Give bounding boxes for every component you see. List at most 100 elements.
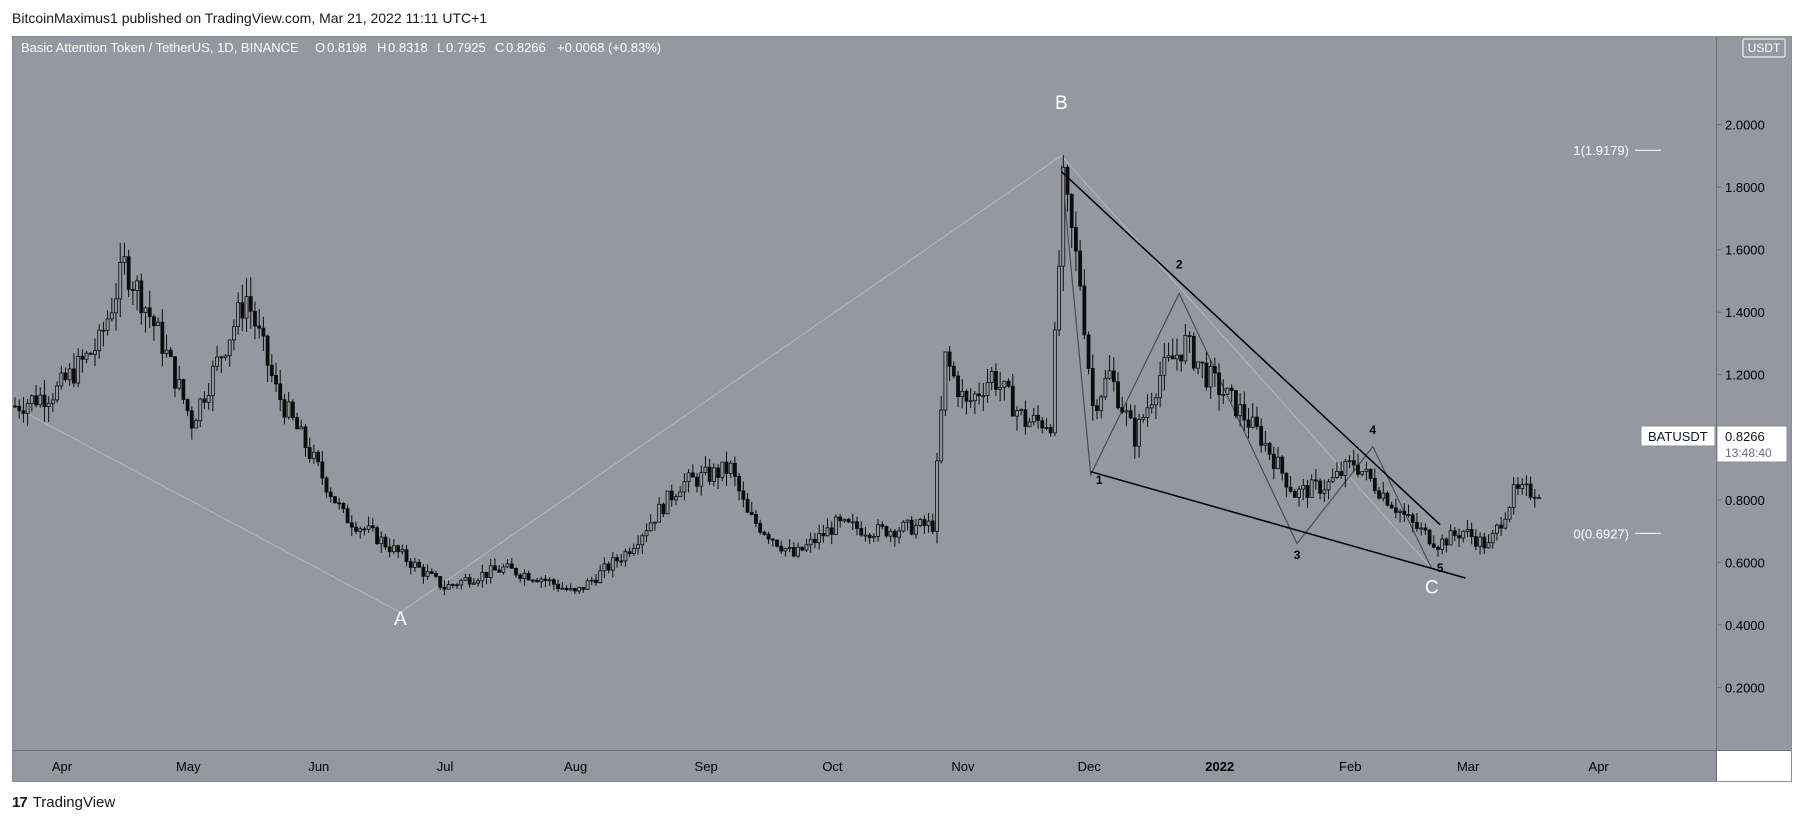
- candle-body: [1478, 536, 1482, 547]
- x-tick-label: Oct: [822, 759, 843, 774]
- candle-body: [442, 586, 447, 590]
- wave-label: 1: [1096, 473, 1103, 487]
- candlestick-chart[interactable]: A B C 1 2 3 4 5 1(1.9179) 0(0.6927) Apr May Jun Jul…: [13, 37, 1791, 781]
- candle-body: [1516, 484, 1520, 489]
- candle-body: [1132, 417, 1137, 447]
- chart-frame[interactable]: A B C 1 2 3 4 5 1(1.9179) 0(0.6927) Apr May Jun Jul…: [12, 36, 1792, 782]
- candle-body: [210, 365, 215, 396]
- candle-body: [278, 383, 283, 401]
- y-tick-label: 1.4000: [1725, 305, 1765, 320]
- candle-body: [333, 496, 337, 504]
- candle-body: [1318, 480, 1322, 494]
- candle-body: [455, 584, 459, 587]
- candle-body: [67, 368, 72, 381]
- candle-body: [892, 530, 897, 538]
- candle-body: [1225, 387, 1230, 395]
- candle-body: [598, 570, 603, 584]
- candle-body: [387, 546, 392, 553]
- candle-body: [1305, 485, 1310, 498]
- candle-body: [535, 579, 539, 583]
- candle-body: [631, 548, 636, 555]
- candle-body: [274, 375, 278, 385]
- candle-body: [577, 586, 582, 592]
- legend-low-value: 0.7925: [446, 40, 486, 55]
- legend-low-label: L: [437, 40, 444, 55]
- candle-body: [358, 528, 363, 532]
- legend-open-label: O: [315, 40, 325, 55]
- candle-body: [804, 544, 809, 551]
- candle-body: [758, 522, 763, 533]
- candle-body: [1377, 490, 1381, 499]
- candle-body: [644, 530, 649, 537]
- candle-body: [345, 508, 350, 524]
- candle-body: [223, 355, 228, 358]
- candle-body: [265, 335, 270, 366]
- candle-body: [1532, 496, 1537, 499]
- candle-body: [484, 571, 489, 578]
- candle-body: [438, 576, 443, 588]
- candle-body: [964, 390, 969, 402]
- candle-body: [956, 375, 960, 398]
- plot-area[interactable]: [13, 37, 1716, 750]
- candle-body: [1204, 362, 1209, 388]
- candle-body: [324, 477, 329, 493]
- candle-body: [1520, 484, 1525, 489]
- candle-body: [181, 379, 186, 400]
- candle-body: [724, 461, 729, 474]
- candle-body: [867, 534, 872, 539]
- x-tick-label: Nov: [951, 759, 975, 774]
- y-tick-label: 2.0000: [1725, 118, 1765, 133]
- candle-body: [1537, 497, 1541, 500]
- y-tick-label: 1.8000: [1725, 180, 1765, 195]
- candle-body: [1347, 460, 1352, 462]
- candle-body: [215, 356, 219, 367]
- candle-body: [383, 536, 388, 548]
- candle-body: [918, 519, 923, 526]
- legend-high-label: H: [377, 40, 386, 55]
- candle-body: [286, 401, 291, 418]
- candle-body: [880, 524, 885, 527]
- fib-levels: 1(1.9179) 0(0.6927): [1573, 143, 1661, 541]
- candle-body: [943, 351, 948, 411]
- candle-body: [994, 371, 998, 390]
- candle-body: [1242, 404, 1247, 421]
- candle-body: [446, 584, 451, 590]
- candle-body: [303, 426, 308, 448]
- candle-body: [1436, 546, 1440, 550]
- candle-body: [1111, 370, 1116, 383]
- candle-body: [1524, 483, 1529, 486]
- legend-close-label: C: [495, 40, 504, 55]
- candle-body: [678, 491, 683, 498]
- candle-body: [114, 298, 118, 314]
- candle-body: [606, 563, 611, 571]
- candle-body: [1356, 464, 1360, 475]
- candle-body: [1372, 478, 1377, 492]
- candle-body: [1061, 166, 1066, 267]
- candle-body: [766, 533, 771, 540]
- candle-body: [63, 372, 68, 381]
- time-axis[interactable]: [13, 750, 1716, 781]
- currency-badge[interactable]: USDT: [1742, 38, 1786, 58]
- candle-body: [707, 466, 712, 482]
- footer[interactable]: 17 TradingView: [12, 794, 115, 811]
- candle-body: [299, 426, 304, 430]
- x-tick-label: 2022: [1205, 759, 1234, 774]
- candle-body: [434, 573, 438, 577]
- candle-body: [547, 579, 552, 582]
- last-price-tag: BATUSDT 0.8266 13:48:40: [1640, 425, 1788, 463]
- candle-body: [1074, 227, 1078, 252]
- candle-body: [636, 544, 640, 549]
- candle-body: [1208, 366, 1213, 388]
- candle-body: [884, 526, 889, 537]
- legend-change: +0.0068 (+0.83%): [557, 40, 661, 55]
- candle-body: [185, 399, 190, 412]
- candle-body: [1124, 410, 1129, 413]
- price-axis[interactable]: [1717, 37, 1791, 750]
- candle-body: [1423, 527, 1428, 531]
- candle-body: [829, 527, 834, 535]
- candle-body: [922, 519, 927, 527]
- candle-body: [1116, 381, 1120, 409]
- candle-body: [876, 524, 880, 537]
- candles: [13, 155, 1541, 596]
- candle-body: [25, 403, 30, 414]
